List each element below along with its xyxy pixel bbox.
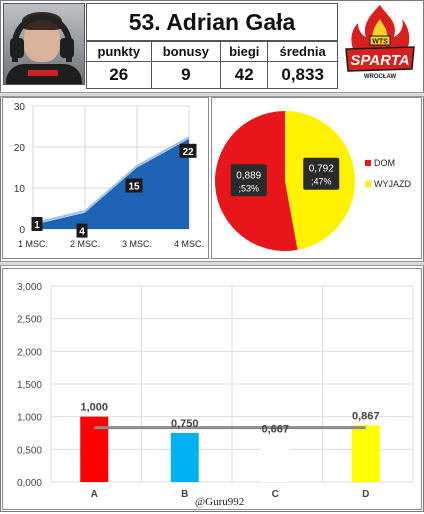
pie-legend-swatch [365,181,371,187]
pie-data-label-percent: ;47% [311,177,332,187]
area-chart: 0 10 20 30 1 MSC. 2 MSC. 3 MSC. 4 MSC. 1 4 15 22 [14,102,204,249]
area-data-label-box [31,217,43,231]
bar-x-tick-label: B [181,489,188,500]
pie-data-label-value: 0,889 [236,170,261,181]
pie-chart-panel: 0,889 ;53% 0,792 ;47% DOM WYJAZD [211,97,422,259]
pie-data-label-value: 0,792 [309,164,334,175]
team-logo: WTS SPARTA WROCŁAW [345,5,415,80]
area-data-label: 4 [79,227,85,238]
bar-b [170,433,199,482]
bar-y-tick-label: 2,000 [17,347,42,358]
bar-x-tick-label: A [91,489,98,500]
pie-legend-label: DOM [374,158,395,168]
bar-chart-panel: 0,000 0,500 1,000 1,500 2,000 2,500 3,000 1,000… [2,268,422,510]
bar-y-tick-label: 2,500 [17,315,42,326]
bar-data-label: 0,667 [261,423,289,435]
player-title: 53. Adrian Gała [86,3,338,41]
photo-headphone-cup-left [10,38,24,58]
signature: @Guru992 [195,496,245,508]
bar-chart: 0,000 0,500 1,000 1,500 2,000 2,500 3,000 1,000… [17,282,414,500]
bar-c [261,438,290,482]
area-y-tick-label: 10 [14,184,26,195]
area-data-label-box [179,143,197,158]
area-series-edge [32,136,190,225]
logo-banner [345,46,415,72]
bar-y-tick-label: 1,500 [17,380,42,391]
player-photo [3,3,85,85]
stat-label-heats: biegi [220,41,269,62]
area-y-tick-label: 0 [19,225,25,236]
pie-legend-swatch [365,160,371,166]
logo-text-main: SPARTA [350,52,409,69]
stat-label-points: punkty [86,41,152,62]
area-x-tick-label: 3 MSC. [122,239,152,249]
area-y-tick-label: 20 [14,143,26,154]
pie-chart: 0,889 ;53% 0,792 ;47% DOM WYJAZD [215,111,411,251]
photo-stripe [28,70,58,76]
logo-text-bottom: WROCŁAW [364,74,397,80]
bar-x-tick-label: C [272,489,279,500]
area-series-fill [33,138,189,229]
area-data-label: 15 [128,182,140,193]
area-chart-panel: 0 10 20 30 1 MSC. 2 MSC. 3 MSC. 4 MSC. 1 4 15 22 [2,97,209,259]
pie-data-label-percent: ;53% [238,183,259,193]
logo-wts-box [369,35,391,46]
bar-data-label: 0,750 [171,418,199,430]
stat-value-bonuses: 9 [150,61,222,89]
bar-y-tick-label: 3,000 [17,282,42,293]
area-x-tick-label: 1 MSC. [18,239,48,249]
stat-value-heats: 42 [220,61,269,89]
stat-label-bonuses: bonusy [150,41,222,62]
logo-text-top: WTS [372,39,388,46]
stat-label-average: średnia [267,41,338,62]
stats-table: punkty bonusy biegi średnia 26 9 42 0,83… [86,41,338,89]
area-data-label: 22 [182,147,194,158]
area-data-label: 1 [34,220,40,231]
pie-data-label-box [230,164,267,197]
bar-d [351,425,380,482]
area-data-label-box [76,223,88,238]
separator-middle [0,261,424,266]
area-x-tick-label: 4 MSC. [174,239,204,249]
area-y-tick-label: 30 [14,102,26,113]
area-data-label-box [125,178,143,193]
bar-data-label: 0,867 [352,410,380,422]
separator-top [0,92,424,97]
bar-data-label: 1,000 [80,402,108,414]
stat-value-average: 0,833 [267,61,338,89]
area-x-tick-label: 2 MSC. [70,239,100,249]
pie-data-label-box [303,157,340,190]
bar-y-tick-label: 0,000 [17,478,42,489]
bar-x-tick-label: D [362,489,369,500]
photo-headphone-cup-right [60,38,74,58]
bar-y-tick-label: 1,000 [17,413,42,424]
pie-legend-label: WYJAZD [374,179,411,189]
bar-y-tick-label: 0,500 [17,445,42,456]
stat-value-points: 26 [86,61,152,89]
